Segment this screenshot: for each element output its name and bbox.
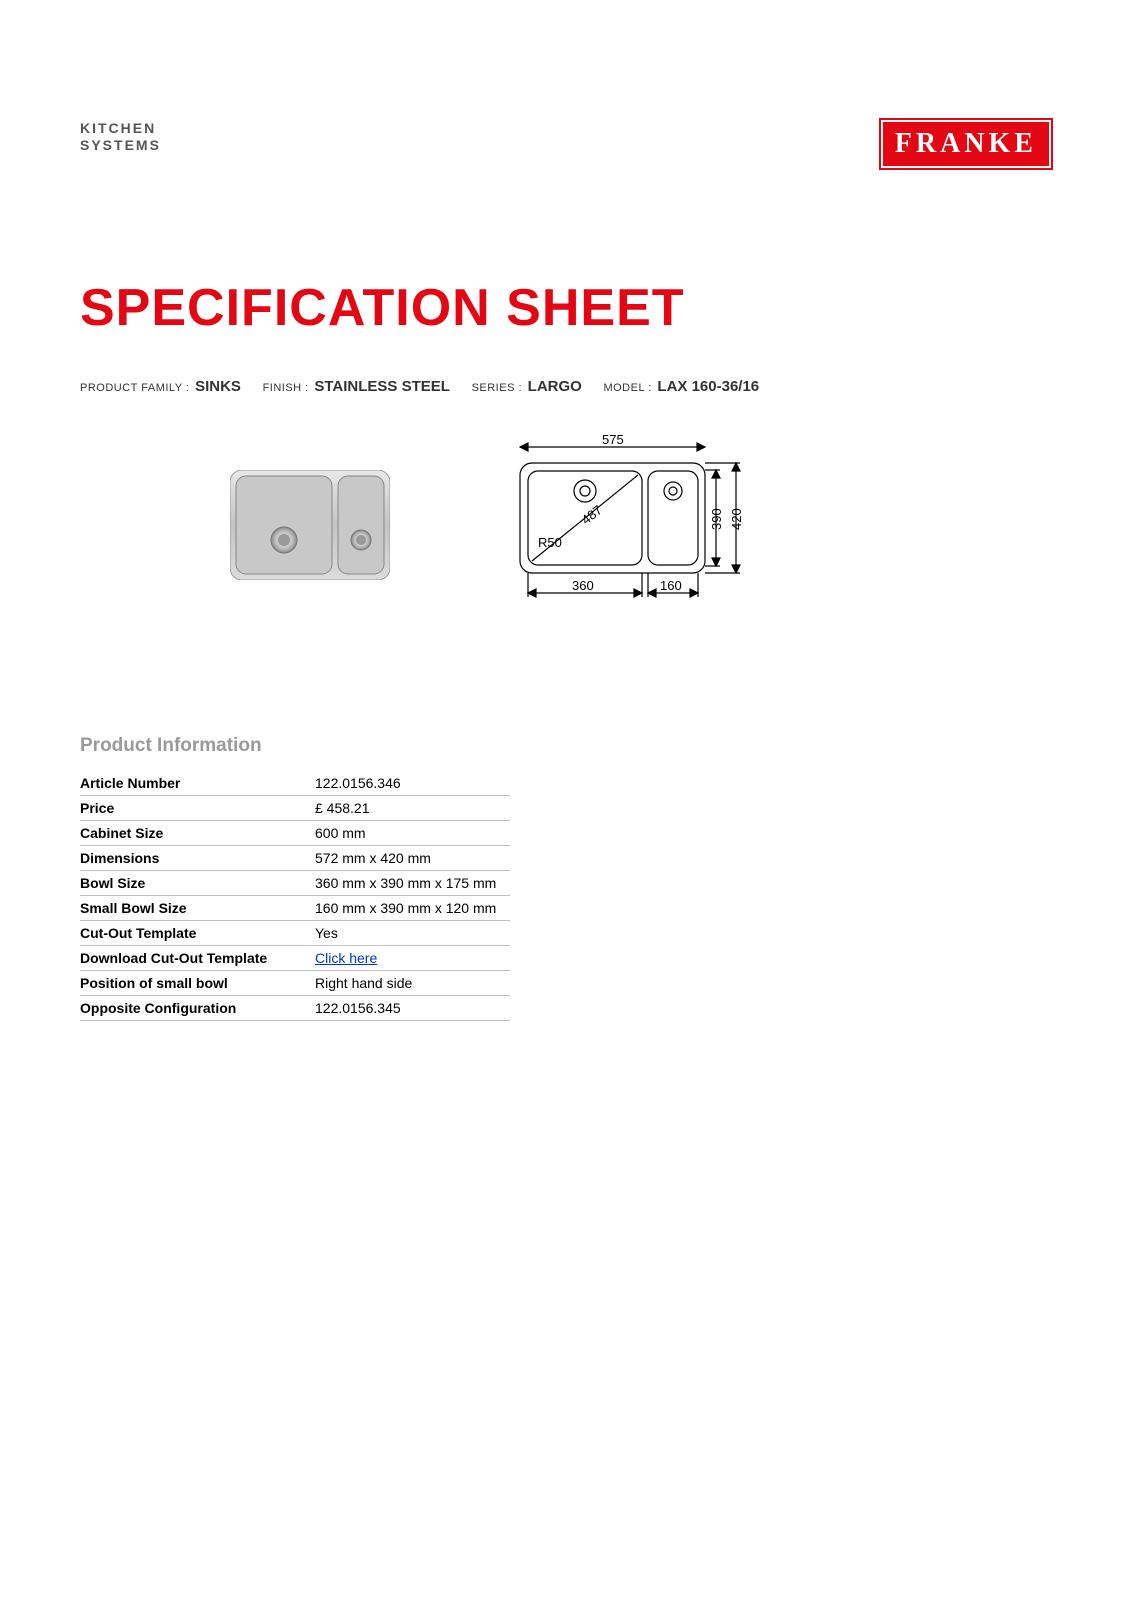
meta-series-value: LARGO: [528, 378, 582, 395]
meta-finish-label: FINISH :: [263, 382, 309, 394]
info-value: Yes: [315, 921, 510, 946]
table-row: Bowl Size360 mm x 390 mm x 175 mm: [80, 871, 510, 896]
download-link[interactable]: Click here: [315, 950, 377, 966]
info-value: Right hand side: [315, 971, 510, 996]
dim-top: 575: [602, 435, 624, 447]
dim-radius: R50: [538, 535, 562, 550]
info-value: 160 mm x 390 mm x 120 mm: [315, 896, 510, 921]
table-row: Opposite Configuration122.0156.345: [80, 996, 510, 1021]
dim-right-outer: 420: [729, 508, 744, 530]
dim-bottom-right: 160: [660, 578, 682, 593]
info-value: 122.0156.346: [315, 771, 510, 796]
meta-family-label: PRODUCT FAMILY :: [80, 382, 189, 394]
dim-right-inner: 390: [709, 508, 724, 530]
info-label: Download Cut-Out Template: [80, 946, 315, 971]
kitchen-line1: KITCHEN: [80, 120, 161, 137]
info-value: 360 mm x 390 mm x 175 mm: [315, 871, 510, 896]
kitchen-systems-label: KITCHEN SYSTEMS: [80, 120, 161, 154]
product-meta: PRODUCT FAMILY : SINKS FINISH : STAINLES…: [80, 378, 1051, 395]
page-title: SPECIFICATION SHEET: [80, 278, 1051, 338]
meta-finish-value: STAINLESS STEEL: [314, 378, 450, 395]
images-row: 575 487 R50: [80, 435, 1051, 615]
table-row: Article Number122.0156.346: [80, 771, 510, 796]
product-info-table: Article Number122.0156.346Price£ 458.21C…: [80, 771, 510, 1021]
info-label: Cabinet Size: [80, 821, 315, 846]
meta-family-value: SINKS: [195, 378, 241, 395]
info-label: Position of small bowl: [80, 971, 315, 996]
product-diagram: 575 487 R50: [510, 435, 760, 615]
info-value: 572 mm x 420 mm: [315, 846, 510, 871]
info-label: Small Bowl Size: [80, 896, 315, 921]
table-row: Download Cut-Out TemplateClick here: [80, 946, 510, 971]
product-photo: [230, 470, 390, 580]
meta-series-label: SERIES :: [472, 382, 522, 394]
info-value: 122.0156.345: [315, 996, 510, 1021]
dim-diag: 487: [579, 502, 605, 527]
info-label: Opposite Configuration: [80, 996, 315, 1021]
table-row: Cabinet Size600 mm: [80, 821, 510, 846]
info-label: Bowl Size: [80, 871, 315, 896]
info-label: Price: [80, 796, 315, 821]
brand-logo: FRANKE: [881, 120, 1051, 168]
info-value: 600 mm: [315, 821, 510, 846]
meta-model-value: LAX 160-36/16: [657, 378, 759, 395]
table-row: Position of small bowlRight hand side: [80, 971, 510, 996]
header: KITCHEN SYSTEMS FRANKE: [80, 120, 1051, 168]
info-label: Cut-Out Template: [80, 921, 315, 946]
meta-model-label: MODEL :: [603, 382, 651, 394]
table-row: Dimensions572 mm x 420 mm: [80, 846, 510, 871]
dim-bottom-left: 360: [572, 578, 594, 593]
info-value: Click here: [315, 946, 510, 971]
info-label: Article Number: [80, 771, 315, 796]
kitchen-line2: SYSTEMS: [80, 137, 161, 154]
table-row: Price£ 458.21: [80, 796, 510, 821]
section-title: Product Information: [80, 735, 1051, 757]
info-value: £ 458.21: [315, 796, 510, 821]
table-row: Small Bowl Size160 mm x 390 mm x 120 mm: [80, 896, 510, 921]
info-label: Dimensions: [80, 846, 315, 871]
table-row: Cut-Out TemplateYes: [80, 921, 510, 946]
